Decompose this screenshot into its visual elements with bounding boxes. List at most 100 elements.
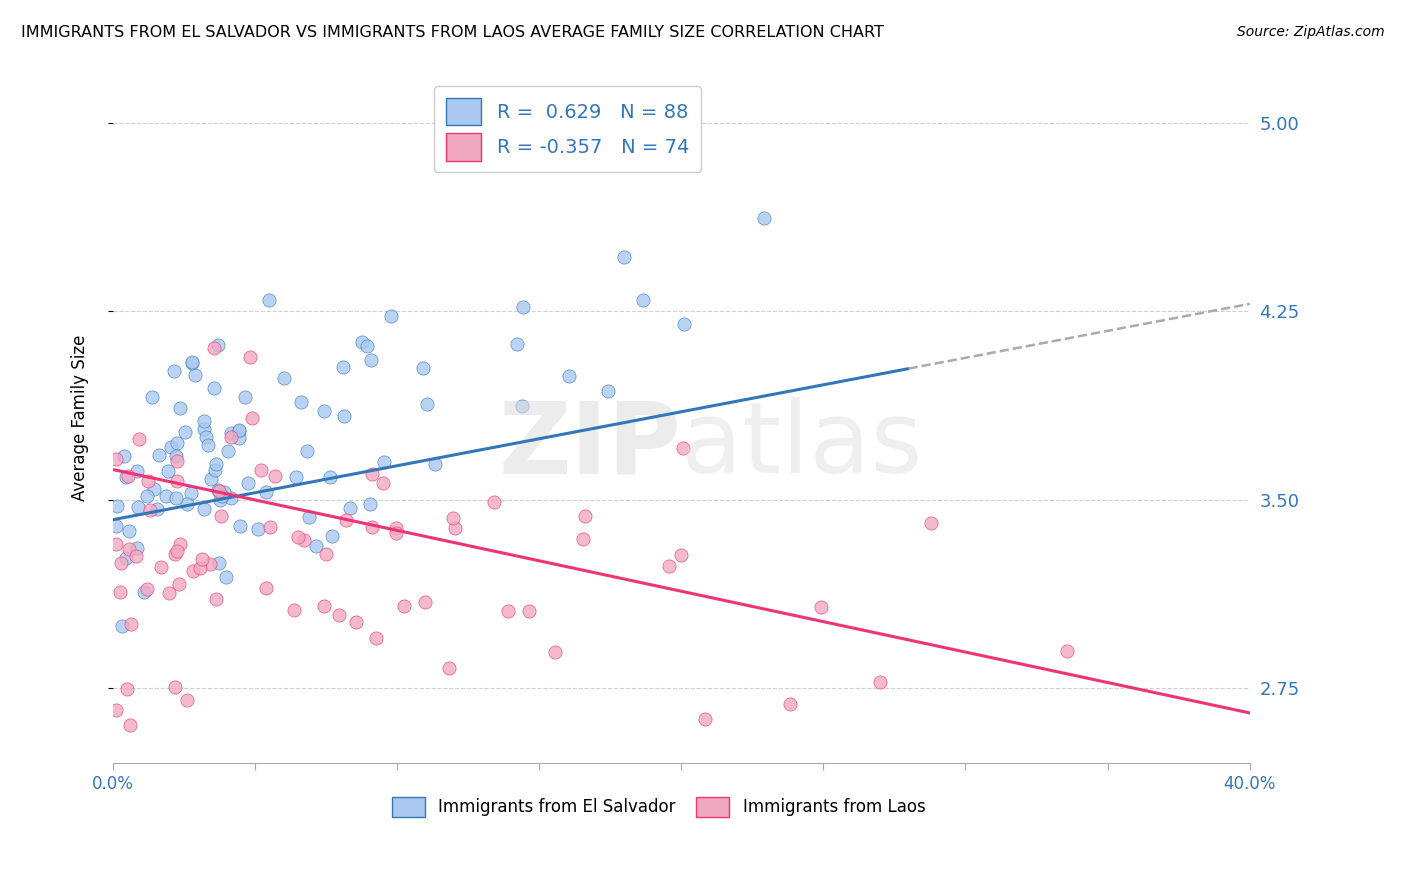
Point bbox=[139, 502, 162, 516]
Point bbox=[125, 541, 148, 555]
Point bbox=[633, 293, 655, 307]
Point bbox=[423, 457, 446, 471]
Point bbox=[166, 474, 188, 488]
Point bbox=[110, 556, 132, 570]
Point bbox=[207, 337, 229, 351]
Point bbox=[332, 360, 354, 375]
Y-axis label: Average Family Size: Average Family Size bbox=[72, 334, 89, 501]
Point bbox=[157, 586, 180, 600]
Point bbox=[146, 502, 169, 516]
Point bbox=[596, 384, 619, 398]
Point bbox=[512, 300, 534, 314]
Point bbox=[250, 463, 273, 477]
Point bbox=[328, 607, 350, 622]
Point bbox=[204, 457, 226, 471]
Point bbox=[114, 551, 136, 566]
Point bbox=[208, 484, 231, 499]
Point bbox=[441, 511, 464, 525]
Point bbox=[173, 425, 195, 439]
Point bbox=[920, 516, 942, 530]
Text: Source: ZipAtlas.com: Source: ZipAtlas.com bbox=[1237, 25, 1385, 39]
Point bbox=[221, 425, 243, 440]
Point bbox=[284, 470, 307, 484]
Point bbox=[165, 449, 187, 463]
Point bbox=[233, 390, 256, 404]
Point bbox=[163, 680, 186, 694]
Point bbox=[217, 443, 239, 458]
Point bbox=[613, 250, 636, 264]
Text: atlas: atlas bbox=[682, 397, 922, 494]
Point bbox=[159, 440, 181, 454]
Point bbox=[215, 570, 238, 584]
Point bbox=[239, 350, 262, 364]
Point bbox=[128, 432, 150, 446]
Point bbox=[125, 549, 148, 563]
Point bbox=[118, 524, 141, 538]
Point bbox=[295, 443, 318, 458]
Point bbox=[673, 317, 696, 331]
Point bbox=[163, 363, 186, 377]
Point bbox=[132, 585, 155, 599]
Point bbox=[118, 541, 141, 556]
Point bbox=[181, 356, 204, 370]
Point bbox=[669, 548, 692, 562]
Point bbox=[142, 482, 165, 496]
Point bbox=[135, 582, 157, 596]
Point bbox=[211, 489, 233, 503]
Point bbox=[290, 395, 312, 409]
Point bbox=[254, 581, 277, 595]
Point bbox=[439, 660, 461, 674]
Point bbox=[167, 577, 190, 591]
Point bbox=[114, 450, 136, 464]
Point bbox=[205, 592, 228, 607]
Point bbox=[150, 559, 173, 574]
Point bbox=[412, 361, 434, 376]
Point bbox=[193, 414, 215, 428]
Point bbox=[333, 409, 356, 424]
Point bbox=[352, 335, 374, 350]
Point bbox=[228, 423, 250, 437]
Point bbox=[118, 717, 141, 731]
Point bbox=[366, 631, 388, 645]
Point bbox=[344, 615, 367, 629]
Point bbox=[166, 544, 188, 558]
Point bbox=[180, 486, 202, 500]
Point bbox=[335, 513, 357, 527]
Point bbox=[385, 521, 408, 535]
Point bbox=[392, 599, 415, 614]
Point bbox=[207, 483, 229, 497]
Point bbox=[228, 424, 250, 438]
Point bbox=[180, 355, 202, 369]
Point bbox=[1056, 643, 1078, 657]
Point bbox=[373, 455, 395, 469]
Point bbox=[672, 442, 695, 456]
Point bbox=[104, 451, 127, 466]
Point bbox=[209, 508, 232, 523]
Point bbox=[166, 454, 188, 468]
Point bbox=[183, 368, 205, 382]
Point bbox=[298, 509, 321, 524]
Point bbox=[693, 712, 716, 726]
Point bbox=[120, 616, 142, 631]
Point bbox=[482, 495, 505, 509]
Point bbox=[361, 520, 384, 534]
Point bbox=[321, 529, 343, 543]
Point bbox=[752, 211, 775, 226]
Point bbox=[779, 697, 801, 711]
Point bbox=[104, 519, 127, 533]
Point bbox=[339, 501, 361, 516]
Point bbox=[246, 522, 269, 536]
Point bbox=[228, 431, 250, 445]
Point bbox=[292, 533, 315, 548]
Point bbox=[148, 448, 170, 462]
Point bbox=[202, 341, 225, 355]
Point bbox=[810, 600, 832, 615]
Point bbox=[572, 532, 595, 546]
Point bbox=[416, 397, 439, 411]
Point bbox=[318, 470, 340, 484]
Point bbox=[135, 489, 157, 503]
Point bbox=[240, 411, 263, 425]
Point bbox=[273, 370, 295, 384]
Point bbox=[104, 537, 127, 551]
Point bbox=[127, 500, 149, 514]
